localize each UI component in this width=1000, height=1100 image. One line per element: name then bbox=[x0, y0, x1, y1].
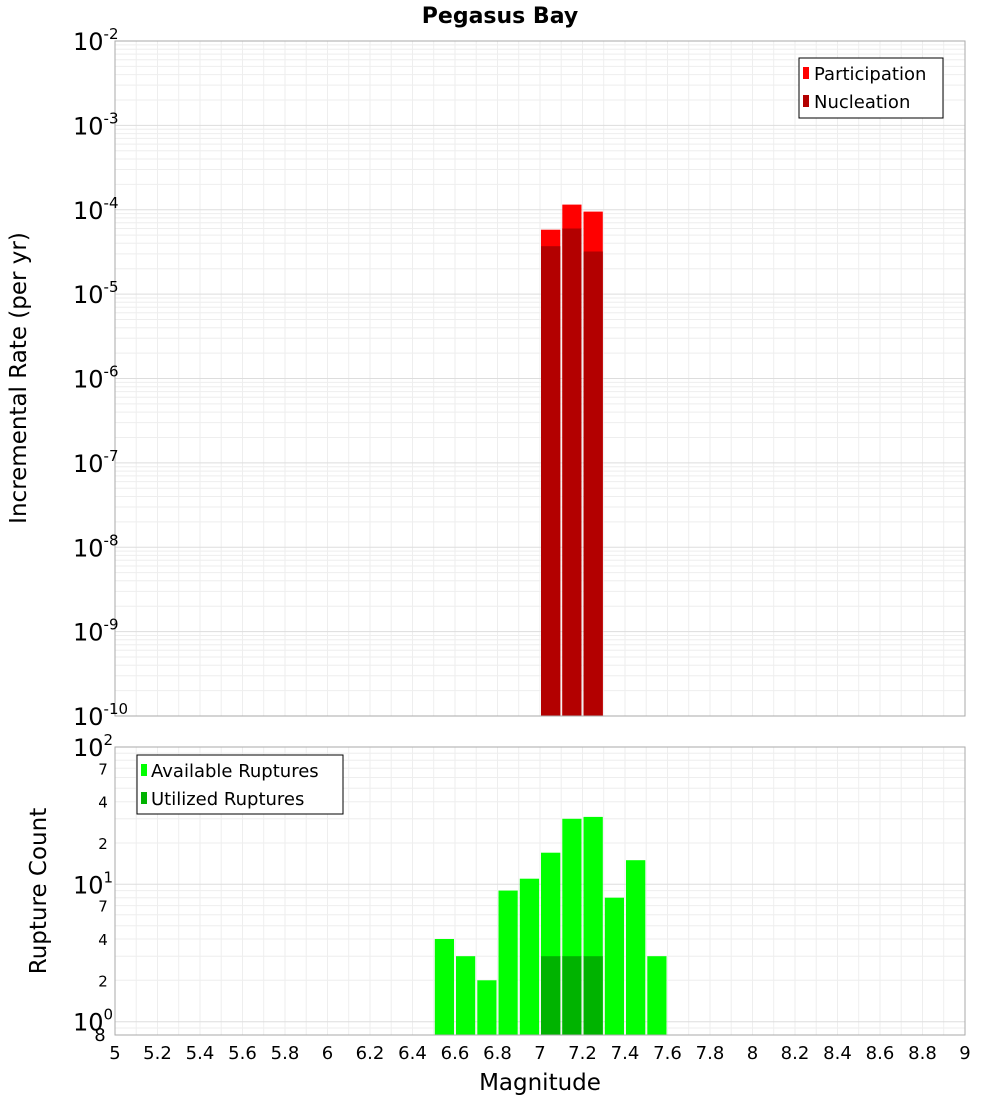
bottom-y-ticks: 100 101 102 8 2 4 7 2 4 7 bbox=[73, 731, 113, 1046]
x-tick-label: 7.8 bbox=[696, 1043, 725, 1064]
top-y-tick-label: 10-4 bbox=[73, 194, 119, 225]
top-gridlines bbox=[114, 41, 966, 717]
top-y-tick-label: 10-5 bbox=[73, 278, 119, 309]
x-tick-label: 6.4 bbox=[398, 1043, 427, 1064]
bottom-y-minor-tick-label: 2 bbox=[98, 972, 108, 990]
x-axis-label: Magnitude bbox=[479, 1070, 601, 1096]
bottom-legend: Available Ruptures Utilized Ruptures bbox=[136, 754, 344, 815]
top-bar-nucleation bbox=[583, 251, 603, 716]
bottom-bars bbox=[434, 816, 667, 1035]
top-y-tick-label: 10-2 bbox=[73, 25, 119, 56]
bottom-y-tick-label: 101 bbox=[73, 868, 113, 899]
x-tick-label: 8.6 bbox=[866, 1043, 895, 1064]
legend-label-available-ruptures: Available Ruptures bbox=[151, 761, 319, 782]
x-tick-label: 6.2 bbox=[356, 1043, 385, 1064]
bottom-legend-box bbox=[136, 754, 344, 815]
legend-label-participation: Participation bbox=[814, 64, 926, 85]
top-bar-nucleation bbox=[562, 228, 582, 716]
x-tick-label: 6.6 bbox=[441, 1043, 470, 1064]
bottom-y-tick-label: 100 bbox=[73, 1006, 113, 1037]
top-y-tick-label: 10-6 bbox=[73, 363, 119, 394]
x-tick-label: 5.8 bbox=[271, 1043, 300, 1064]
bottom-bar-available-ruptures bbox=[456, 956, 476, 1035]
bottom-plot-frame bbox=[114, 746, 966, 1036]
x-tick-label: 8.8 bbox=[908, 1043, 937, 1064]
x-tick-label: 5.2 bbox=[143, 1043, 172, 1064]
x-tick-label: 5.6 bbox=[228, 1043, 257, 1064]
bottom-y-minor-tick-label: 7 bbox=[98, 898, 108, 916]
chart-title: Pegasus Bay bbox=[422, 4, 578, 29]
legend-label-nucleation: Nucleation bbox=[814, 92, 910, 113]
x-tick-label: 6.8 bbox=[483, 1043, 512, 1064]
bottom-bar-utilized-ruptures bbox=[562, 956, 582, 1035]
x-tick-label: 6 bbox=[322, 1043, 333, 1064]
bottom-bar-available-ruptures bbox=[604, 897, 624, 1035]
legend-swatch-utilized-ruptures bbox=[141, 792, 147, 804]
legend-swatch-participation bbox=[803, 67, 809, 79]
bottom-bar-utilized-ruptures bbox=[541, 956, 561, 1035]
legend-label-utilized-ruptures: Utilized Ruptures bbox=[151, 789, 304, 810]
bottom-bar-available-ruptures bbox=[626, 860, 646, 1035]
x-tick-label: 8.4 bbox=[823, 1043, 852, 1064]
x-tick-label: 5 bbox=[109, 1043, 120, 1064]
top-y-tick-label: 10-8 bbox=[73, 531, 119, 562]
bottom-bar-available-ruptures bbox=[519, 878, 540, 1035]
top-y-tick-label: 10-9 bbox=[73, 616, 119, 647]
bottom-bar-available-ruptures bbox=[647, 956, 667, 1035]
top-y-tick-label: 10-7 bbox=[73, 447, 119, 478]
bottom-bar-available-ruptures bbox=[498, 890, 518, 1035]
bottom-y-minor-tick-label: 2 bbox=[98, 835, 108, 853]
bottom-y-axis-label: Rupture Count bbox=[26, 808, 52, 974]
legend-swatch-nucleation bbox=[803, 95, 809, 107]
top-y-axis-label: Incremental Rate (per yr) bbox=[6, 232, 32, 524]
x-tick-label: 8.2 bbox=[781, 1043, 810, 1064]
x-tick-label: 7.4 bbox=[611, 1043, 640, 1064]
legend-swatch-available-ruptures bbox=[141, 764, 147, 776]
top-y-tick-label: 10-3 bbox=[73, 109, 119, 140]
top-y-ticks: 10-10 10-9 10-8 10-7 10-6 10-5 10-4 10-3 10-2 bbox=[73, 25, 128, 731]
bottom-y-minor-tick-label: 4 bbox=[98, 931, 108, 949]
x-tick-label: 8 bbox=[747, 1043, 758, 1064]
x-tick-label: 5.4 bbox=[186, 1043, 215, 1064]
x-tick-label: 7.6 bbox=[653, 1043, 682, 1064]
bottom-bar-utilized-ruptures bbox=[583, 956, 603, 1035]
top-bar-nucleation bbox=[541, 246, 561, 716]
x-tick-label: 7 bbox=[534, 1043, 545, 1064]
bottom-y-minor-tick-label: 7 bbox=[98, 760, 108, 778]
x-ticks: 5 5.2 5.4 5.6 5.8 6 6.2 6.4 6.6 6.8 7 7.2 7.4 7.6 7.8 8… bbox=[109, 1043, 970, 1064]
x-tick-label: 9 bbox=[959, 1043, 970, 1064]
bottom-bar-available-ruptures bbox=[477, 980, 497, 1035]
bottom-bar-available-ruptures bbox=[434, 939, 454, 1035]
bottom-y-minor-tick-label: 4 bbox=[98, 794, 108, 812]
top-legend: Participation Nucleation bbox=[798, 57, 944, 119]
x-tick-label: 7.2 bbox=[568, 1043, 597, 1064]
top-y-tick-label: 10-10 bbox=[73, 700, 128, 731]
bottom-y-minor-tick-label: 8 bbox=[94, 1025, 105, 1046]
top-legend-box bbox=[798, 57, 944, 119]
top-plot-frame bbox=[114, 40, 966, 717]
bottom-y-tick-label: 102 bbox=[73, 731, 113, 762]
top-bars bbox=[541, 204, 603, 716]
